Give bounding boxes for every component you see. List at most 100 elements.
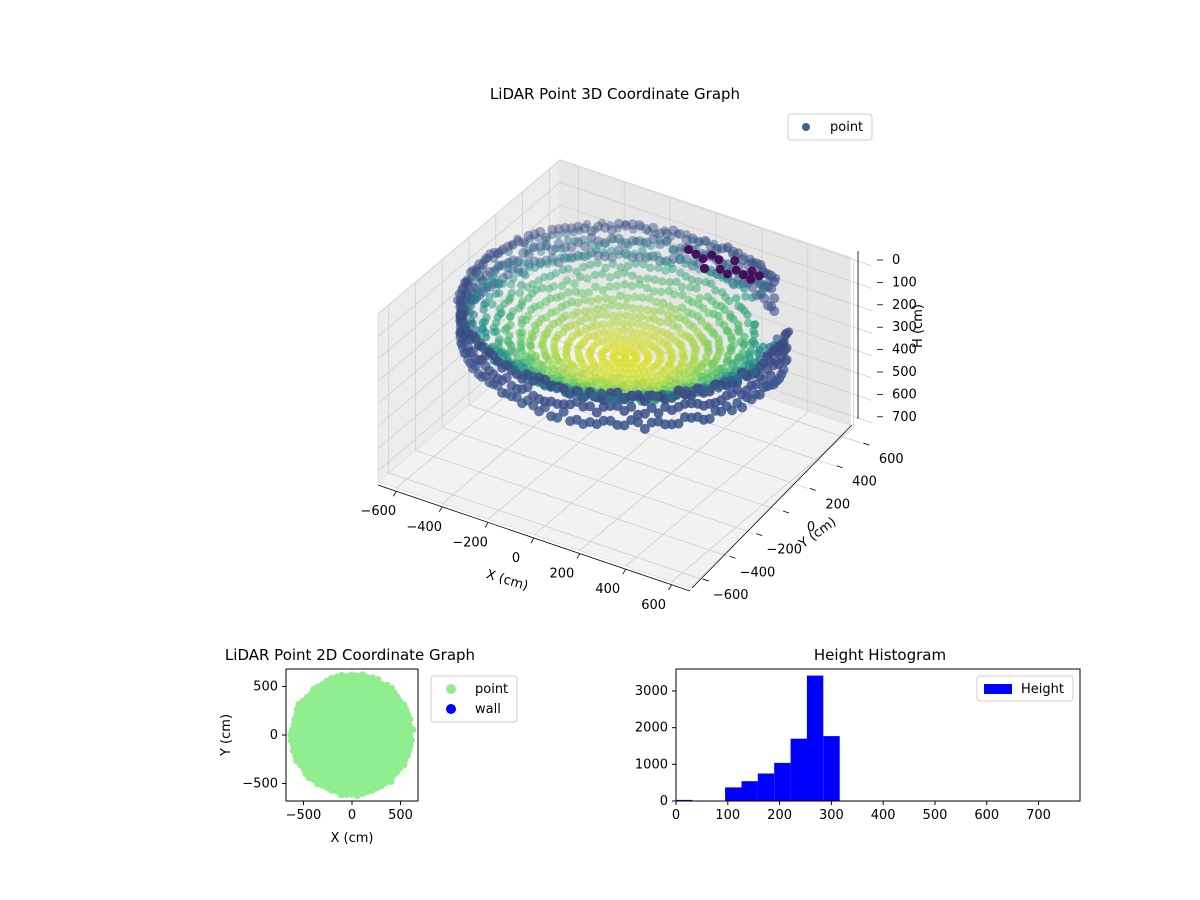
scatter-point-3d	[626, 319, 635, 328]
scatter-point-3d	[643, 274, 652, 283]
y-tick-label: 200	[825, 497, 850, 512]
y-tick	[809, 487, 816, 491]
scatter-point-3d	[660, 226, 669, 235]
scatter-point-3d	[568, 311, 578, 320]
outlier-point-3d	[707, 250, 717, 260]
scatter-point-3d	[609, 334, 619, 344]
z-tick-label: 0	[892, 253, 900, 268]
scatter-point-3d	[655, 228, 665, 239]
scatter-point-3d	[560, 242, 571, 253]
scatter-point-3d	[644, 226, 653, 236]
edge-point-2d	[289, 741, 297, 749]
histogram-bar	[790, 738, 807, 801]
scatter-point-3d	[573, 221, 584, 232]
scatter-point-3d	[653, 251, 662, 260]
scatter-point-3d	[613, 270, 622, 280]
x-tick-label-2d: 0	[348, 808, 356, 823]
scatter-point-3d	[645, 294, 654, 303]
floor-gridline-y	[468, 404, 782, 512]
floor-gridline-x	[579, 396, 763, 551]
scatter-point-3d	[552, 293, 561, 302]
scatter-point-3d	[655, 239, 665, 250]
scatter-point-3d	[523, 230, 534, 241]
scatter-point-3d	[534, 276, 544, 285]
scatter-point-3d	[485, 249, 496, 260]
scatter-point-3d	[648, 251, 659, 262]
scatter-point-3d	[710, 405, 721, 416]
scatter-point-3d	[513, 234, 522, 243]
scatter-point-3d	[586, 306, 596, 315]
histogram-chart: 0 100 200 300 400 500 600 700 0 1000 2000 3000 Heigh…	[635, 668, 1081, 823]
scatter-point-3d	[587, 296, 596, 306]
outlier-point-3d	[714, 255, 724, 265]
scatter-point-3d	[668, 245, 678, 254]
scatter-point-3d	[506, 280, 516, 289]
scatter-point-3d	[673, 323, 682, 332]
plot-2d-area	[287, 671, 417, 800]
scatter-point-3d	[658, 298, 668, 308]
scatter-point-3d	[628, 390, 637, 399]
scatter-point-3d	[564, 264, 573, 273]
y-tick	[702, 578, 709, 582]
histogram-frame	[675, 668, 1081, 802]
scatter-point-3d	[674, 246, 685, 257]
scatter-point-3d	[628, 304, 638, 313]
scatter-point-3d	[584, 288, 593, 297]
outlier-point-3d	[684, 245, 693, 255]
scatter-point-3d	[709, 382, 719, 391]
histogram-bar	[676, 799, 693, 801]
scatter-point-3d	[573, 250, 584, 261]
scatter-point-3d	[591, 282, 600, 292]
y-tick	[836, 465, 843, 469]
outlier-point-3d	[738, 270, 748, 280]
scatter-point-3d	[535, 257, 546, 268]
scatter-point-3d	[578, 235, 588, 245]
scatter-point-3d	[599, 248, 609, 257]
scatter-point-3d	[583, 274, 592, 283]
histogram-y-tick-label: 1000	[635, 757, 668, 772]
scatter-point-3d	[706, 279, 716, 288]
scatter-point-3d	[758, 286, 767, 296]
scatter-point-3d	[689, 257, 698, 266]
z-tick-label: 200	[892, 298, 917, 313]
scatter-point-3d	[530, 263, 540, 272]
scatter-point-3d	[679, 412, 690, 423]
scatter-point-3d	[725, 296, 734, 306]
scatter-point-3d	[479, 305, 488, 314]
scatter-point-3d	[661, 236, 672, 247]
scatter-point-3d	[630, 292, 640, 302]
scatter-point-3d	[600, 237, 611, 248]
scatter-point-3d	[661, 228, 672, 239]
scatter-point-3d	[560, 252, 571, 263]
scatter-point-3d	[579, 262, 588, 272]
y-tick-label-2d: 0	[270, 728, 278, 743]
scatter-point-3d	[732, 294, 741, 303]
edge-point-2d	[377, 680, 385, 688]
scatter-point-3d	[594, 295, 603, 304]
scatter-point-3d	[614, 250, 624, 259]
outlier-point-3d	[691, 249, 701, 259]
scatter-point-3d	[607, 233, 617, 244]
scatter-point-3d	[605, 282, 614, 291]
scatter-point-3d	[518, 248, 529, 258]
edge-point-2d	[359, 671, 367, 679]
scatter-point-3d	[544, 284, 554, 293]
histogram-bar	[757, 773, 775, 801]
histogram-x-tick-label: 0	[672, 808, 680, 823]
scatter-point-3d	[536, 247, 546, 256]
scatter-point-3d	[513, 256, 523, 266]
scatter-point-3d	[536, 260, 545, 269]
scatter-point-3d	[547, 245, 558, 256]
scatter-point-3d	[641, 224, 652, 235]
scatter-point-3d	[593, 221, 604, 232]
scatter-point-3d	[477, 276, 486, 286]
scatter-point-3d	[517, 319, 526, 328]
histogram-bar	[725, 787, 742, 801]
scatter-point-3d	[643, 390, 653, 400]
x-axis-label-2d: X (cm)	[331, 831, 374, 846]
scatter-point-3d	[676, 243, 685, 252]
scatter-point-3d	[720, 305, 729, 314]
scatter-point-3d	[601, 294, 610, 303]
scatter-point-3d	[507, 239, 518, 250]
scatter-point-3d	[598, 286, 607, 295]
